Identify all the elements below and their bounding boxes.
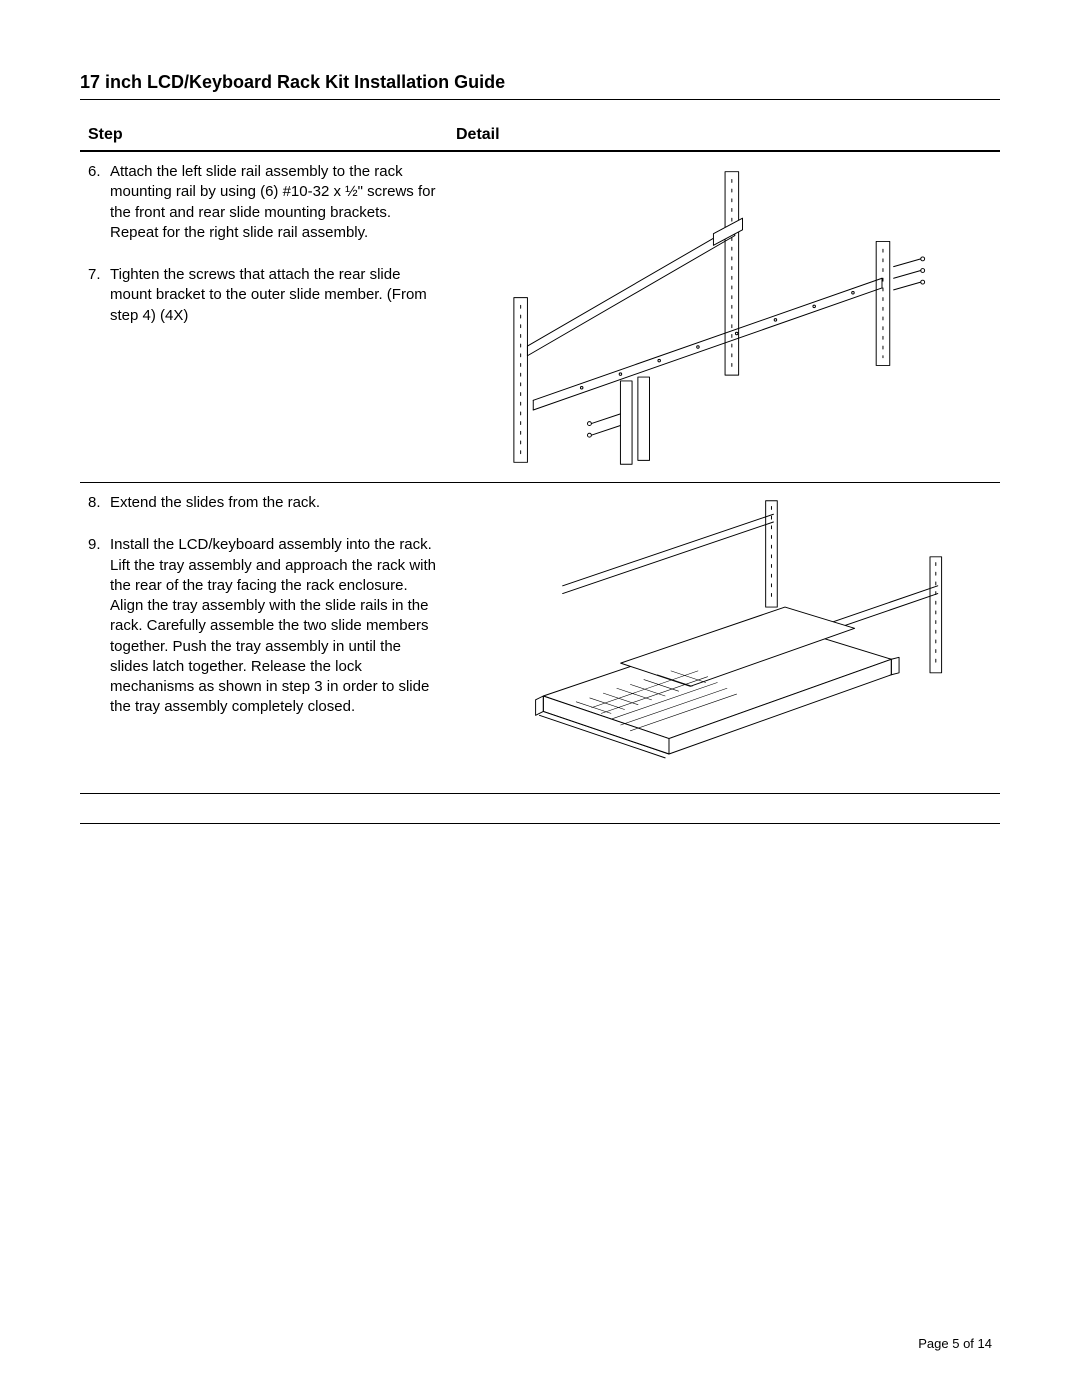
page-footer: Page 5 of 14 [918, 1336, 992, 1351]
table-row: 8. Extend the slides from the rack. 9. I… [80, 483, 1000, 794]
step-item: 8. Extend the slides from the rack. [88, 493, 436, 513]
detail-cell-empty [448, 794, 1000, 824]
step-cell: 6. Attach the left slide rail assembly t… [80, 151, 448, 483]
step-list: 8. Extend the slides from the rack. 9. I… [88, 493, 436, 718]
table-row: 6. Attach the left slide rail assembly t… [80, 151, 1000, 483]
page: 17 inch LCD/Keyboard Rack Kit Installati… [0, 0, 1080, 1397]
step-number: 8. [88, 493, 110, 513]
col-header-step: Step [80, 122, 448, 151]
step-text: Extend the slides from the rack. [110, 493, 436, 513]
detail-cell [448, 151, 1000, 483]
table-row [80, 794, 1000, 824]
title-rule [80, 99, 1000, 100]
step-text: Tighten the screws that attach the rear … [110, 265, 436, 326]
step-number: 9. [88, 535, 110, 717]
step-cell-empty [80, 794, 448, 824]
step-cell: 8. Extend the slides from the rack. 9. I… [80, 483, 448, 794]
step-item: 6. Attach the left slide rail assembly t… [88, 162, 436, 243]
step-list: 6. Attach the left slide rail assembly t… [88, 162, 436, 326]
rail-assembly-svg [458, 162, 996, 472]
step-text: Install the LCD/keyboard assembly into t… [110, 535, 436, 717]
diagram-tray-install [458, 493, 996, 783]
document-title: 17 inch LCD/Keyboard Rack Kit Installati… [80, 72, 1000, 93]
steps-table: Step Detail 6. Attach the left slide rai… [80, 122, 1000, 824]
step-number: 6. [88, 162, 110, 243]
table-header-row: Step Detail [80, 122, 1000, 151]
diagram-rack-rails [458, 162, 996, 472]
tray-install-svg [458, 493, 996, 783]
detail-cell [448, 483, 1000, 794]
step-item: 7. Tighten the screws that attach the re… [88, 265, 436, 326]
step-number: 7. [88, 265, 110, 326]
step-item: 9. Install the LCD/keyboard assembly int… [88, 535, 436, 717]
col-header-detail: Detail [448, 122, 1000, 151]
step-text: Attach the left slide rail assembly to t… [110, 162, 436, 243]
